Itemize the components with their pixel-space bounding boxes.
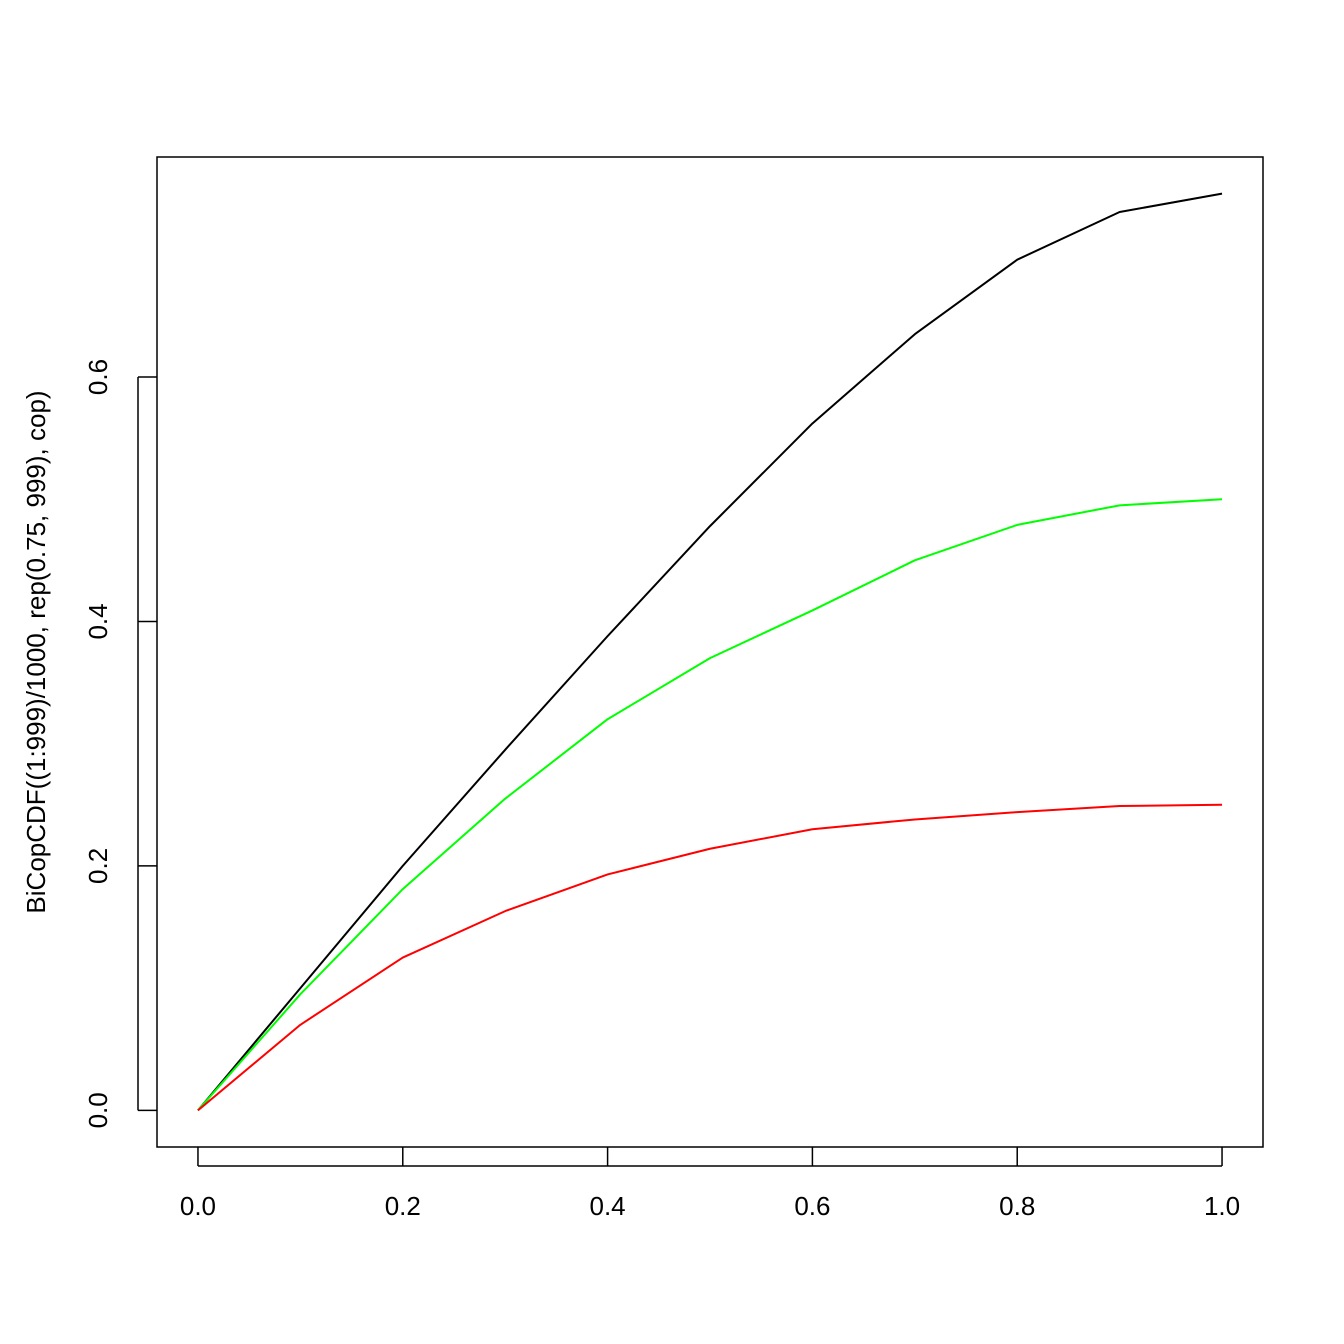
y-axis-label: BiCopCDF((1:999)/1000, rep(0.75, 999), c… bbox=[21, 390, 51, 913]
y-tick-label: 0.2 bbox=[83, 848, 113, 884]
y-tick-label: 0.4 bbox=[83, 603, 113, 639]
x-tick-label: 0.0 bbox=[180, 1191, 216, 1221]
y-tick-label: 0.6 bbox=[83, 359, 113, 395]
x-tick-label: 0.2 bbox=[385, 1191, 421, 1221]
x-tick-label: 0.4 bbox=[590, 1191, 626, 1221]
line-series bbox=[197, 192, 1223, 1111]
x-tick-label: 0.8 bbox=[999, 1191, 1035, 1221]
line-series bbox=[197, 803, 1223, 1112]
plot-frame bbox=[156, 156, 1264, 1148]
x-tick-label: 0.6 bbox=[794, 1191, 830, 1221]
line-series bbox=[197, 498, 1223, 1111]
x-tick-label: 1.0 bbox=[1204, 1191, 1240, 1221]
y-tick-label: 0.0 bbox=[83, 1092, 113, 1128]
